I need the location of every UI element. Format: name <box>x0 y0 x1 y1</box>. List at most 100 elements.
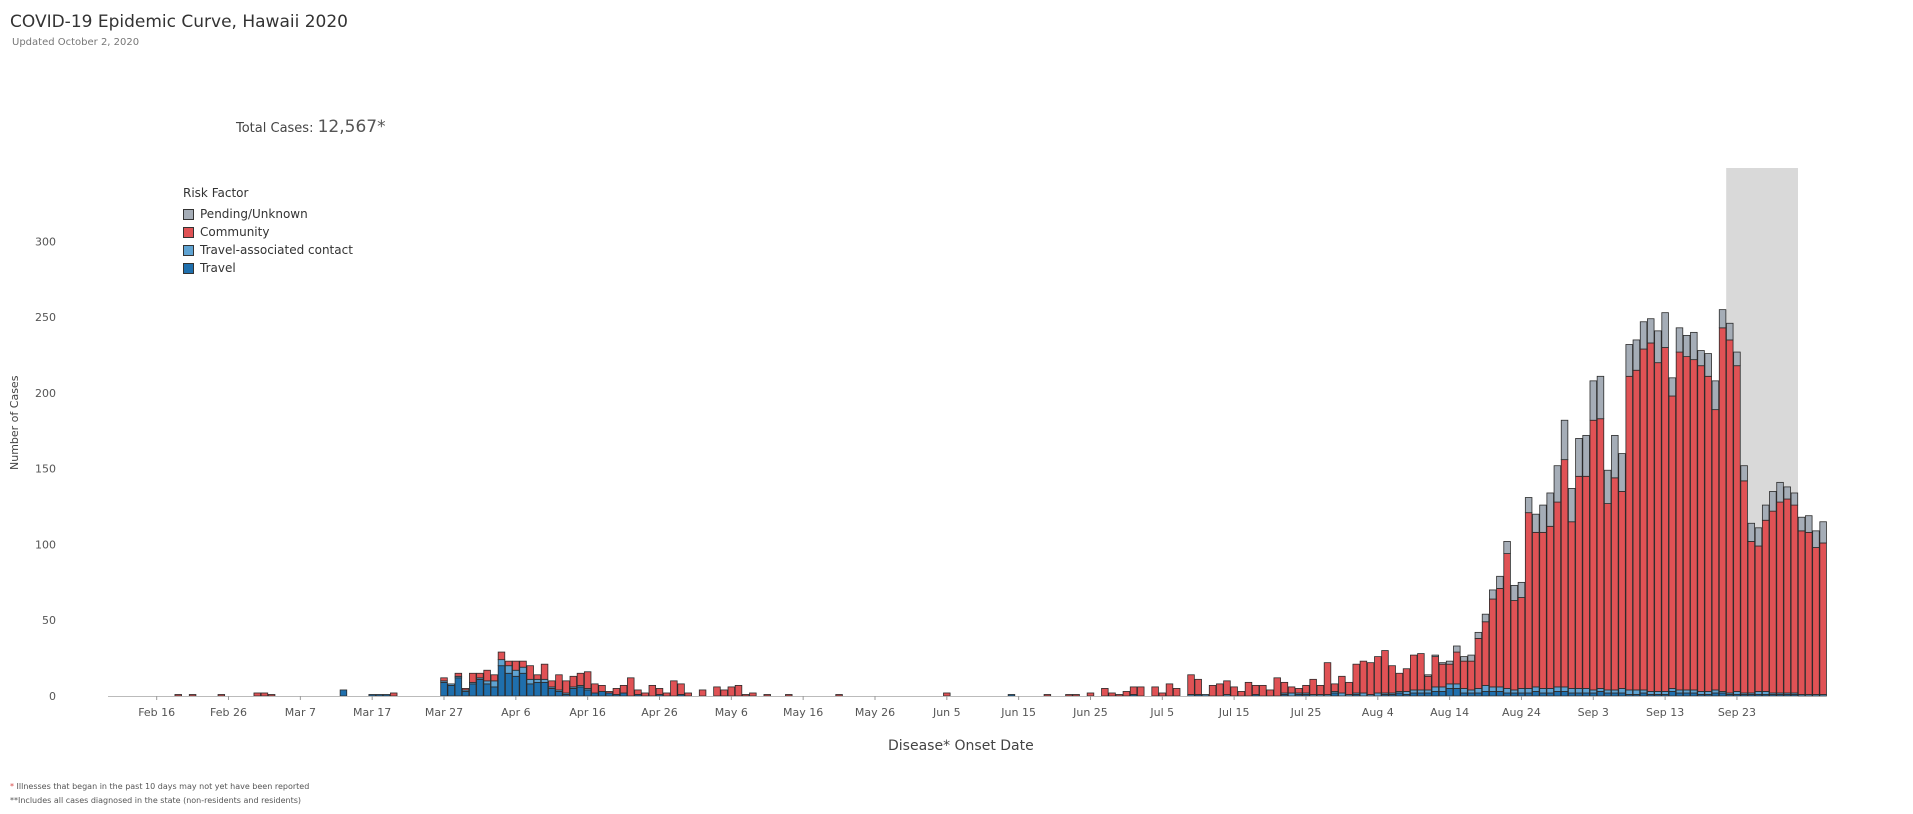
bar-travel-associated-contact <box>1711 689 1720 694</box>
bar-travel-associated-contact <box>1575 688 1583 694</box>
bar-community <box>1697 365 1705 692</box>
bar-community <box>749 692 757 697</box>
bar-travel-associated-contact <box>1582 688 1590 694</box>
bar-travel <box>1611 692 1619 697</box>
bar-community <box>1733 365 1741 692</box>
bar-community <box>720 689 728 697</box>
bar-pending-unknown <box>1776 481 1784 503</box>
bar-pending-unknown <box>1711 380 1720 411</box>
bar-community <box>598 684 606 692</box>
bar-community <box>1812 547 1820 695</box>
y-tick-label: 150 <box>35 463 56 476</box>
legend-swatch-pending <box>183 208 194 220</box>
bar-community <box>1510 600 1518 691</box>
bar-community <box>1158 692 1167 697</box>
bar-community <box>390 692 398 697</box>
bar-community <box>562 680 570 694</box>
y-tick-label: 250 <box>35 311 56 324</box>
bar-community <box>1711 409 1720 691</box>
bar-community <box>1431 656 1439 688</box>
bar-community <box>1417 653 1425 691</box>
bar-travel-associated-contact <box>533 678 542 683</box>
x-tick-label: Sep 23 <box>1718 706 1756 719</box>
bar-pending-unknown <box>1805 515 1813 533</box>
bar-pending-unknown <box>1618 453 1626 492</box>
bar-travel <box>339 689 348 697</box>
bar-travel-associated-contact <box>1438 686 1447 692</box>
bar-travel <box>483 683 491 697</box>
bar-travel-associated-contact <box>1417 689 1425 694</box>
bar-travel <box>1568 692 1576 697</box>
bar-community <box>1381 650 1389 694</box>
x-tick-label: Jun 15 <box>1000 706 1036 719</box>
bar-travel <box>368 694 376 697</box>
bar-travel <box>1438 691 1447 697</box>
bar-travel-associated-contact <box>1424 689 1432 694</box>
bar-travel <box>1417 692 1425 697</box>
bar-pending-unknown <box>1510 584 1518 601</box>
bar-travel <box>440 681 448 697</box>
bar-travel-associated-contact <box>1374 692 1382 697</box>
bar-community <box>698 689 707 697</box>
bar-travel <box>526 683 534 697</box>
bar-community <box>1539 531 1547 689</box>
bar-travel <box>1424 692 1432 697</box>
bar-travel-associated-contact <box>1445 683 1454 689</box>
bar-community <box>727 686 736 697</box>
bar-travel <box>1560 691 1569 697</box>
bar-pending-unknown <box>1668 377 1677 397</box>
bar-travel <box>1503 692 1511 697</box>
bar-pending-unknown <box>1568 488 1576 523</box>
x-tick-label: Apr 16 <box>569 706 606 719</box>
bar-community <box>1230 686 1238 697</box>
bar-travel-associated-contact <box>1287 692 1296 697</box>
bar-community <box>1374 656 1382 694</box>
bar-pending-unknown <box>1560 419 1569 461</box>
bar-pending-unknown <box>1819 521 1827 544</box>
bar-community <box>1395 672 1404 692</box>
bar-community <box>943 692 951 697</box>
bar-travel-associated-contact <box>1532 686 1540 692</box>
bar-community <box>1280 681 1289 694</box>
bar-community <box>1266 689 1274 697</box>
bar-community <box>1259 684 1267 697</box>
bar-community <box>1460 660 1468 689</box>
bar-community <box>1797 530 1806 695</box>
bar-travel <box>1532 691 1540 697</box>
x-tick-label: Mar 17 <box>353 706 391 719</box>
footnote-1: * Illnesses that began in the past 10 da… <box>10 782 309 791</box>
bar-pending-unknown <box>1697 350 1705 367</box>
bar-pending-unknown <box>1611 434 1619 479</box>
bar-community <box>1194 678 1202 695</box>
bar-community <box>1165 683 1174 697</box>
bar-community <box>713 686 721 697</box>
legend-item-travel: Travel <box>183 259 353 277</box>
bar-community <box>540 663 549 680</box>
bar-travel-associated-contact <box>1654 691 1662 695</box>
bar-pending-unknown <box>1661 312 1669 348</box>
bar-community <box>1690 359 1698 691</box>
bar-travel <box>1524 692 1533 697</box>
bar-travel-associated-contact <box>1546 688 1554 694</box>
bar-community <box>569 675 578 688</box>
bar-travel <box>469 683 477 697</box>
x-tick-label: Jul 5 <box>1149 706 1174 719</box>
bar-pending-unknown <box>1517 581 1526 598</box>
bar-community <box>1754 545 1763 692</box>
x-axis-label: Disease* Onset Date <box>888 738 1034 754</box>
bar-travel-associated-contact <box>1481 684 1490 692</box>
bar-travel <box>1596 691 1605 697</box>
bar-community <box>1805 531 1813 695</box>
bar-community <box>1761 519 1770 692</box>
bar-community <box>1582 475 1590 689</box>
bar-travel-associated-contact <box>1503 688 1511 694</box>
legend-swatch-travel <box>183 262 194 274</box>
x-tick-label: May 26 <box>855 706 895 719</box>
bar-travel-associated-contact <box>1675 689 1684 694</box>
bar-community <box>1639 348 1648 691</box>
bar-community <box>1603 503 1612 691</box>
legend-label-pending: Pending/Unknown <box>200 207 308 221</box>
chart-legend: Risk Factor Pending/Unknown Community Tr… <box>183 186 353 277</box>
bar-pending-unknown <box>1647 318 1655 344</box>
x-tick-label: Aug 24 <box>1502 706 1541 719</box>
